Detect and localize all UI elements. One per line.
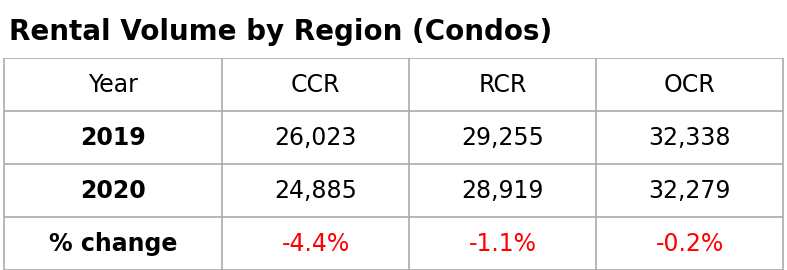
- Text: 32,279: 32,279: [648, 178, 731, 202]
- Text: -0.2%: -0.2%: [656, 231, 724, 255]
- Text: 28,919: 28,919: [461, 178, 544, 202]
- Text: % change: % change: [49, 231, 177, 255]
- Text: 26,023: 26,023: [275, 126, 357, 150]
- Text: CCR: CCR: [291, 73, 340, 97]
- Text: -1.1%: -1.1%: [468, 231, 537, 255]
- Text: 2019: 2019: [80, 126, 146, 150]
- Text: 24,885: 24,885: [274, 178, 357, 202]
- Text: 29,255: 29,255: [461, 126, 544, 150]
- Text: -4.4%: -4.4%: [282, 231, 349, 255]
- Text: Year: Year: [88, 73, 138, 97]
- Text: 2020: 2020: [80, 178, 146, 202]
- Text: RCR: RCR: [478, 73, 527, 97]
- Text: 32,338: 32,338: [648, 126, 731, 150]
- Text: Rental Volume by Region (Condos): Rental Volume by Region (Condos): [9, 18, 552, 46]
- Text: OCR: OCR: [663, 73, 715, 97]
